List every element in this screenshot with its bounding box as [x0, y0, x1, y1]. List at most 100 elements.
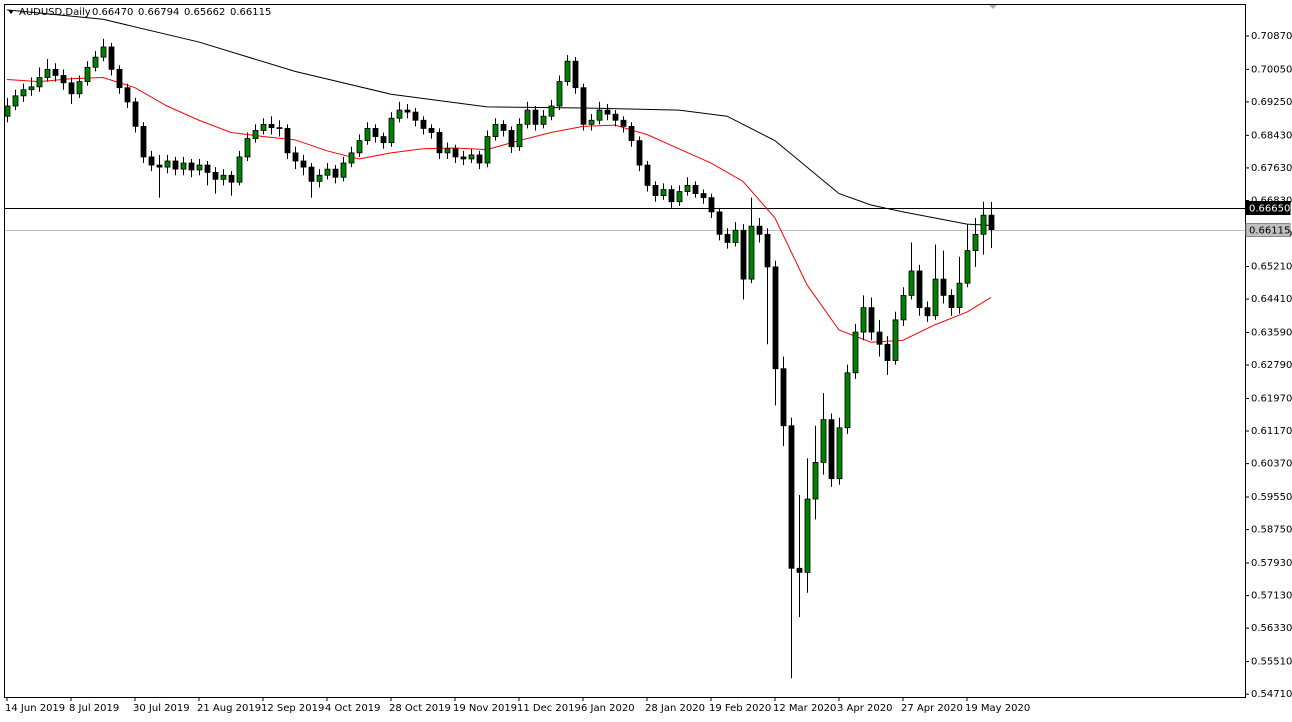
moving-average	[6, 76, 992, 343]
candle-body	[44, 68, 51, 78]
candle-body	[748, 225, 755, 280]
candle-body	[156, 164, 163, 168]
candle-body	[180, 162, 187, 170]
candle-body	[988, 214, 995, 231]
candle-body	[5, 105, 11, 117]
candle-body	[700, 193, 707, 199]
candle-body	[164, 160, 171, 168]
price-box	[1245, 201, 1291, 215]
candle-body	[508, 130, 515, 148]
x-tick-label: 19 Feb 2020	[709, 703, 771, 714]
candle-body	[308, 166, 315, 182]
candle-body	[396, 109, 403, 119]
candle-body	[852, 331, 859, 374]
x-tick-label: 11 Dec 2019	[517, 703, 581, 714]
moving-average	[6, 9, 992, 226]
y-tick-label: 0.70050	[1251, 64, 1292, 75]
candle-body	[460, 156, 467, 160]
candle-body	[956, 282, 963, 309]
candle-body	[332, 168, 339, 178]
x-tick-label: 14 Jun 2019	[5, 703, 65, 714]
candle-body	[340, 162, 347, 178]
candle-body	[644, 164, 651, 186]
x-tick-label: 30 Jul 2019	[133, 703, 190, 714]
candle-body	[444, 148, 451, 154]
candle-body	[636, 140, 643, 166]
candle-body	[372, 128, 379, 137]
candle-body	[716, 211, 723, 235]
candle-body	[828, 419, 835, 480]
candle-body	[108, 46, 115, 70]
candle-body	[892, 319, 899, 361]
candle-body	[556, 81, 563, 107]
symbol: AUDUSD,Daily	[19, 7, 91, 18]
x-tick-label: 28 Oct 2019	[389, 703, 451, 714]
candle-body	[172, 160, 179, 170]
y-tick-label: 0.64410	[1251, 294, 1292, 305]
x-tick-label: 4 Oct 2019	[325, 703, 380, 714]
price-box-label: 0.66650	[1249, 204, 1290, 215]
candle-body	[124, 87, 131, 103]
y-tick-label: 0.62790	[1251, 360, 1292, 371]
candle-body	[924, 307, 931, 317]
candle-body	[708, 197, 715, 213]
candle-body	[428, 128, 435, 133]
candle-body	[260, 123, 267, 131]
candle-body	[564, 60, 571, 82]
candle-body	[84, 66, 91, 82]
candle-body	[684, 185, 691, 192]
candle-body	[220, 174, 227, 180]
header-value: 0.66115	[230, 7, 271, 18]
header-value: 0.65662	[184, 7, 225, 18]
x-tick-label: 28 Jan 2020	[645, 703, 705, 714]
candle-body	[620, 119, 627, 127]
candle-body	[604, 109, 611, 115]
candle-body	[788, 425, 795, 569]
candle-body	[812, 461, 819, 500]
candle-body	[76, 81, 83, 95]
candle-body	[756, 225, 763, 235]
y-tick-label: 0.70870	[1251, 31, 1292, 42]
candle-body	[860, 307, 867, 333]
candle-body	[820, 419, 827, 463]
y-tick-label: 0.61170	[1251, 426, 1292, 437]
candle-body	[284, 128, 291, 154]
candle-body	[492, 123, 499, 137]
candle-body	[60, 75, 67, 84]
candle-body	[804, 498, 811, 573]
candle-body	[276, 127, 283, 129]
candle-body	[540, 115, 547, 125]
candle-body	[844, 372, 851, 429]
y-tick-label: 0.55510	[1251, 657, 1292, 668]
candle-body	[236, 156, 243, 183]
candle-body	[364, 128, 371, 142]
candle-body	[948, 295, 955, 309]
candle-body	[148, 156, 155, 166]
candle-body	[100, 46, 107, 58]
candle-body	[572, 60, 579, 89]
candle-body	[652, 185, 659, 197]
candle-body	[132, 101, 139, 127]
candle-body	[732, 229, 739, 243]
candle-body	[52, 68, 59, 76]
y-tick-label: 0.59550	[1251, 492, 1292, 503]
candle-body	[524, 109, 531, 125]
y-tick-label: 0.65210	[1251, 261, 1292, 272]
y-tick-label: 0.63590	[1251, 327, 1292, 338]
candle-body	[692, 185, 699, 194]
candle-body	[796, 567, 803, 573]
candle-body	[116, 68, 123, 89]
candle-body	[452, 148, 459, 158]
y-tick-label: 0.56330	[1251, 623, 1292, 634]
x-tick-label: 21 Aug 2019	[197, 703, 261, 714]
y-tick-label: 0.67630	[1251, 163, 1292, 174]
x-tick-label: 8 Jul 2019	[69, 703, 119, 714]
candle-body	[356, 140, 363, 154]
candle-body	[876, 331, 883, 345]
shift-marker	[989, 5, 997, 9]
candle-body	[780, 368, 787, 427]
x-tick-label: 3 Apr 2020	[837, 703, 892, 714]
candle-body	[484, 136, 491, 164]
candle-body	[436, 132, 443, 154]
